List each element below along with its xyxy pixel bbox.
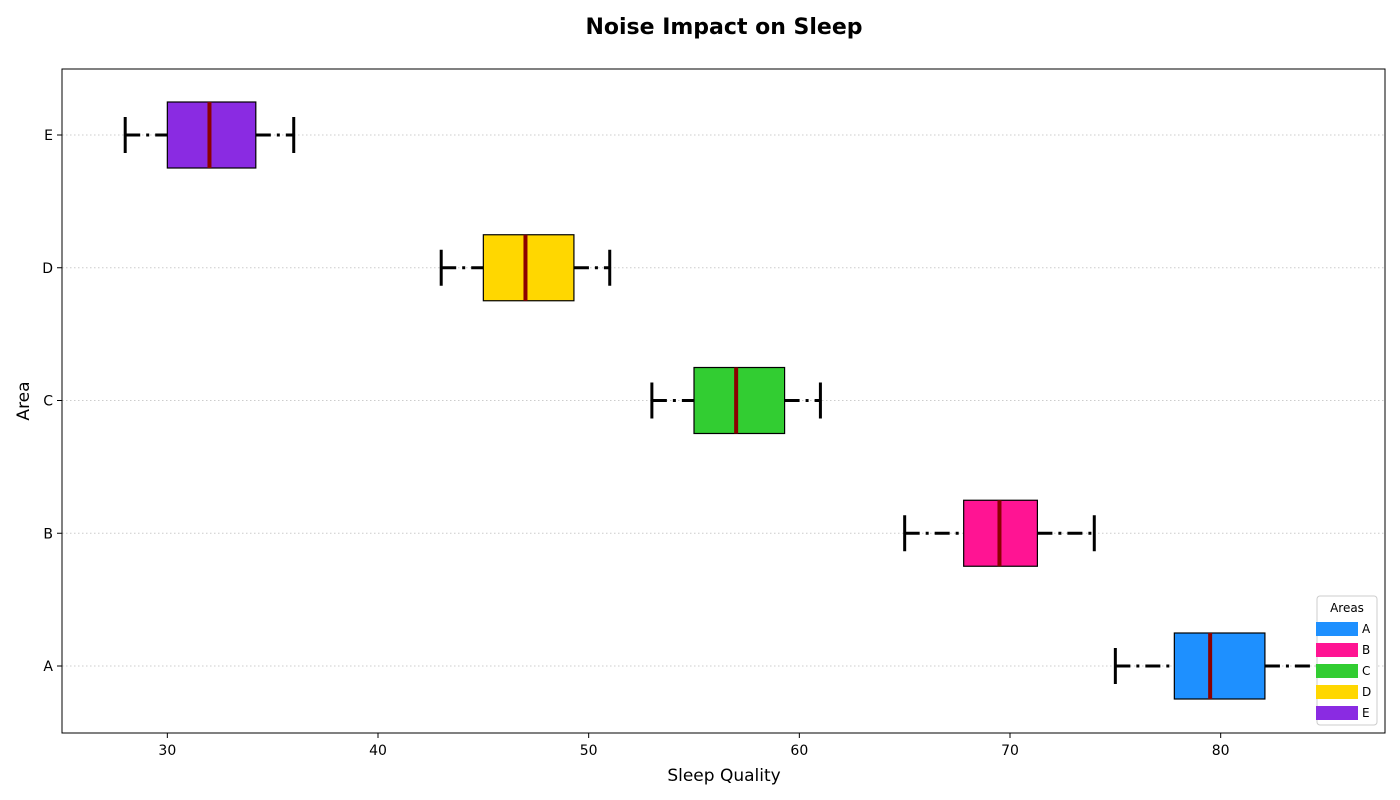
legend-label-D: D bbox=[1362, 685, 1371, 699]
legend-swatch-D bbox=[1316, 685, 1358, 699]
x-tick-label-30: 30 bbox=[158, 743, 176, 759]
x-tick-label-80: 80 bbox=[1212, 743, 1230, 759]
box-body-D bbox=[482, 234, 575, 302]
legend-swatch-A bbox=[1316, 622, 1358, 636]
legend-label-C: C bbox=[1362, 664, 1370, 678]
y-tick-label-A: A bbox=[43, 659, 53, 675]
y-tick-label-D: D bbox=[42, 261, 53, 277]
legend-swatch-E bbox=[1316, 706, 1358, 720]
legend-label-E: E bbox=[1362, 706, 1370, 720]
box-body-A bbox=[1173, 632, 1266, 700]
x-tick-label-60: 60 bbox=[790, 743, 808, 759]
y-axis-ticks: A B C D E bbox=[42, 128, 62, 675]
box-body-C bbox=[693, 366, 786, 435]
legend-swatch-B bbox=[1316, 643, 1358, 657]
x-axis-label: Sleep Quality bbox=[667, 766, 780, 786]
box-B bbox=[903, 499, 1096, 567]
legend-label-B: B bbox=[1362, 643, 1370, 657]
box-D bbox=[439, 234, 612, 302]
box-plots bbox=[123, 101, 1328, 700]
box-body-E bbox=[166, 101, 257, 169]
y-tick-label-E: E bbox=[44, 128, 53, 144]
x-axis-ticks: 30 40 50 60 70 80 bbox=[158, 733, 1230, 759]
y-tick-label-C: C bbox=[43, 394, 53, 410]
y-axis-label: Area bbox=[14, 381, 34, 420]
chart-title: Noise Impact on Sleep bbox=[585, 15, 862, 40]
y-tick-label-B: B bbox=[43, 526, 53, 542]
legend-label-A: A bbox=[1362, 622, 1371, 636]
x-tick-label-70: 70 bbox=[1001, 743, 1019, 759]
box-A bbox=[1113, 632, 1328, 700]
box-E bbox=[123, 101, 296, 169]
legend-title: Areas bbox=[1330, 601, 1364, 615]
box-C bbox=[650, 366, 822, 435]
legend-swatch-C bbox=[1316, 664, 1358, 678]
x-tick-label-40: 40 bbox=[369, 743, 387, 759]
x-tick-label-50: 50 bbox=[580, 743, 598, 759]
